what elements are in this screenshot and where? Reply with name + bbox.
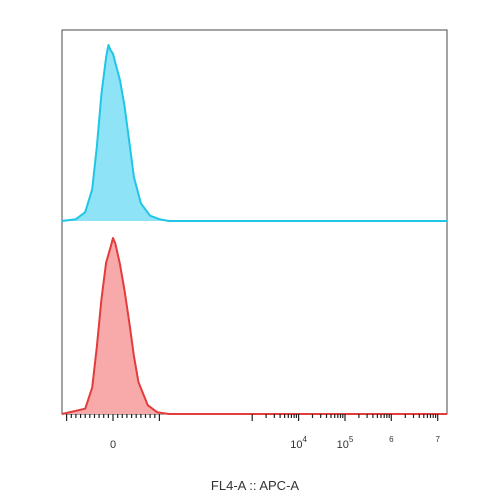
series-layer xyxy=(61,44,447,415)
series-1-line xyxy=(61,44,447,222)
x-axis-ticks xyxy=(65,414,439,421)
series-1-fill xyxy=(62,45,447,221)
x-tick-label: 6 xyxy=(389,435,394,444)
x-tick-label: 105 xyxy=(337,435,354,451)
x-axis-label: FL4-A :: APC-A xyxy=(211,478,299,493)
x-tick-label: 0 xyxy=(110,439,116,451)
series-2-fill xyxy=(62,238,447,414)
x-tick-label: 7 xyxy=(435,435,440,444)
x-axis-tick-labels: 0 104 105 6 7 xyxy=(110,435,441,451)
x-tick-label: 104 xyxy=(290,435,307,451)
series-2-line xyxy=(61,237,447,415)
